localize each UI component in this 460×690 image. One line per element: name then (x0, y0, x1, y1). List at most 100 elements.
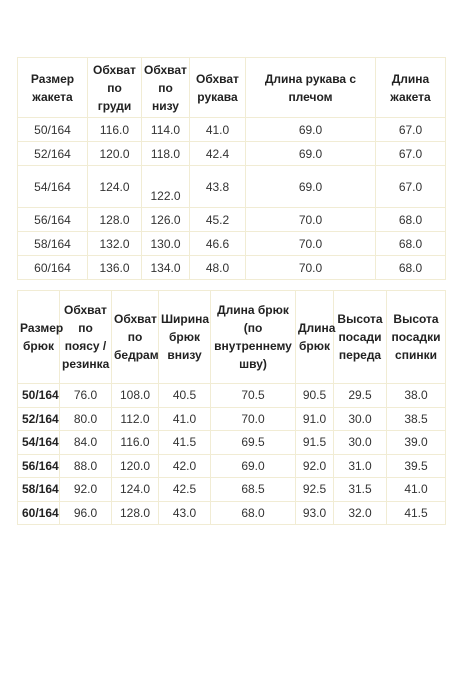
table-row: 52/164 80.0 112.0 41.0 70.0 91.0 30.0 38.5 (17, 406, 446, 431)
table-cell: 136.0 (87, 255, 142, 280)
table-cell: 108.0 (111, 383, 159, 408)
table-cell: 40.5 (158, 383, 211, 408)
table-cell: 31.0 (333, 453, 387, 478)
table-cell: 45.2 (189, 207, 246, 232)
table-cell: 69.0 (245, 117, 376, 142)
table-cell: 43.8 (189, 165, 246, 208)
table-cell: 58/164 (17, 477, 60, 502)
table-cell: 41.0 (158, 406, 211, 431)
table-cell: 80.0 (59, 406, 112, 431)
table-cell: 54/164 (17, 165, 88, 208)
header-cell: Высота посадки спинки (386, 290, 446, 384)
table-cell: 41.0 (386, 477, 446, 502)
header-cell: Обхват по груди (87, 57, 142, 118)
table-cell: 116.0 (111, 430, 159, 455)
table-cell: 60/164 (17, 255, 88, 280)
table-row: 54/164 84.0 116.0 41.5 69.5 91.5 30.0 39.0 (17, 430, 446, 455)
table-cell: 56/164 (17, 453, 60, 478)
table-cell: 58/164 (17, 231, 88, 256)
header-cell: Размер жакета (17, 57, 88, 118)
table-cell: 38.0 (386, 383, 446, 408)
table-cell: 52/164 (17, 141, 88, 166)
table-cell: 128.0 (87, 207, 142, 232)
table-cell: 124.0 (111, 477, 159, 502)
table-row: 60/164 136.0 134.0 48.0 70.0 68.0 (17, 255, 446, 280)
table-cell: 70.5 (210, 383, 296, 408)
table-cell: 69.0 (210, 453, 296, 478)
table-cell: 70.0 (245, 207, 376, 232)
table-cell: 69.0 (245, 165, 376, 208)
table-cell: 67.0 (375, 141, 446, 166)
table-cell: 128.0 (111, 500, 159, 525)
table-cell: 30.0 (333, 430, 387, 455)
table-cell: 68.5 (210, 477, 296, 502)
table-header: Размер брюк Обхват по поясу / резинка Обхв… (17, 290, 446, 384)
table-cell: 91.5 (295, 430, 334, 455)
table-cell: 92.0 (295, 453, 334, 478)
table-row: 52/164 120.0 118.0 42.4 69.0 67.0 (17, 141, 446, 166)
table-cell: 67.0 (375, 117, 446, 142)
table-cell: 41.5 (158, 430, 211, 455)
table-row: 50/164 76.0 108.0 40.5 70.5 90.5 29.5 38.0 (17, 383, 446, 408)
table-cell: 69.5 (210, 430, 296, 455)
jacket-size-table: Размер жакета Обхват по груди Обхват по ни… (17, 57, 446, 280)
table-header: Размер жакета Обхват по груди Обхват по ни… (17, 57, 446, 118)
table-cell: 39.0 (386, 430, 446, 455)
table-row: 56/164 88.0 120.0 42.0 69.0 92.0 31.0 39.5 (17, 453, 446, 478)
table-cell: 90.5 (295, 383, 334, 408)
table-cell: 60/164 (17, 500, 60, 525)
table-cell: 42.0 (158, 453, 211, 478)
header-cell: Длина брюк (по внутреннему шву) (210, 290, 296, 384)
table-cell: 92.5 (295, 477, 334, 502)
table-row: 54/164 124.0 122.0 43.8 69.0 67.0 (17, 165, 446, 208)
table-cell: 68.0 (375, 231, 446, 256)
table-cell: 68.0 (210, 500, 296, 525)
table-cell: 70.0 (245, 231, 376, 256)
table-cell: 41.0 (189, 117, 246, 142)
table-cell: 120.0 (111, 453, 159, 478)
table-cell: 96.0 (59, 500, 112, 525)
table-cell: 126.0 (141, 207, 190, 232)
table-cell: 84.0 (59, 430, 112, 455)
table-cell: 43.0 (158, 500, 211, 525)
table-cell: 42.5 (158, 477, 211, 502)
table-cell: 132.0 (87, 231, 142, 256)
table-cell: 67.0 (375, 165, 446, 208)
table-cell: 120.0 (87, 141, 142, 166)
header-row: Размер жакета Обхват по груди Обхват по ни… (17, 57, 446, 118)
table-cell: 52/164 (17, 406, 60, 431)
trousers-size-table: Размер брюк Обхват по поясу / резинка Обхв… (17, 290, 446, 525)
header-cell: Обхват по поясу / резинка (59, 290, 112, 384)
table-cell: 54/164 (17, 430, 60, 455)
table-cell: 70.0 (210, 406, 296, 431)
table-cell: 118.0 (141, 141, 190, 166)
table-body: 50/164 116.0 114.0 41.0 69.0 67.0 52/164 120.0 1… (17, 117, 446, 280)
table-cell: 88.0 (59, 453, 112, 478)
table-cell: 68.0 (375, 207, 446, 232)
table-row: 56/164 128.0 126.0 45.2 70.0 68.0 (17, 207, 446, 232)
header-cell: Обхват по бедрам (111, 290, 159, 384)
table-body: 50/164 76.0 108.0 40.5 70.5 90.5 29.5 38.0 52/16… (17, 383, 446, 525)
table-cell: 46.6 (189, 231, 246, 256)
table-cell: 30.0 (333, 406, 387, 431)
table-cell: 124.0 (87, 165, 142, 208)
header-cell: Ширина брюк внизу (158, 290, 211, 384)
header-cell: Длина жакета (375, 57, 446, 118)
table-cell: 91.0 (295, 406, 334, 431)
table-row: 50/164 116.0 114.0 41.0 69.0 67.0 (17, 117, 446, 142)
header-cell: Обхват рукава (189, 57, 246, 118)
table-cell: 42.4 (189, 141, 246, 166)
table-cell: 32.0 (333, 500, 387, 525)
table-cell: 50/164 (17, 117, 88, 142)
table-cell: 92.0 (59, 477, 112, 502)
table-row: 58/164 92.0 124.0 42.5 68.5 92.5 31.5 41.0 (17, 477, 446, 502)
header-row: Размер брюк Обхват по поясу / резинка Обхв… (17, 290, 446, 384)
table-cell: 48.0 (189, 255, 246, 280)
table-row: 58/164 132.0 130.0 46.6 70.0 68.0 (17, 231, 446, 256)
table-cell: 69.0 (245, 141, 376, 166)
header-cell: Длина рукава с плечом (245, 57, 376, 118)
header-cell: Размер брюк (17, 290, 63, 384)
table-row: 60/164 96.0 128.0 43.0 68.0 93.0 32.0 41.5 (17, 500, 446, 525)
